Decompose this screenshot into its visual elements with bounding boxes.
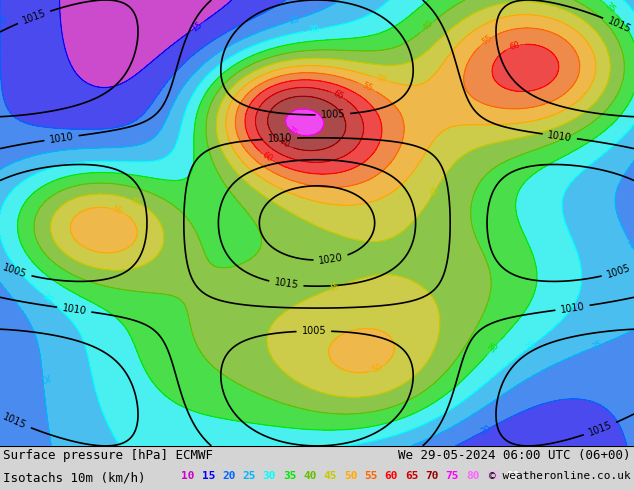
Text: 75: 75 bbox=[446, 471, 459, 482]
Text: 50: 50 bbox=[344, 471, 358, 482]
Text: 25: 25 bbox=[242, 471, 256, 482]
Text: 90: 90 bbox=[507, 471, 520, 482]
Text: 50: 50 bbox=[375, 73, 387, 85]
Text: 1015: 1015 bbox=[21, 8, 47, 26]
Text: 30: 30 bbox=[307, 24, 320, 35]
Text: 15: 15 bbox=[202, 471, 215, 482]
Text: 70: 70 bbox=[277, 137, 291, 150]
Text: 20: 20 bbox=[479, 424, 493, 437]
Text: 55: 55 bbox=[360, 80, 373, 93]
Text: 20: 20 bbox=[0, 13, 4, 23]
Text: 25: 25 bbox=[591, 340, 604, 352]
Text: Isotachs 10m (km/h): Isotachs 10m (km/h) bbox=[3, 471, 146, 485]
Text: 15: 15 bbox=[190, 20, 204, 33]
Text: 1005: 1005 bbox=[1, 263, 28, 280]
Text: 20: 20 bbox=[222, 471, 235, 482]
Text: 30: 30 bbox=[262, 471, 276, 482]
Text: 1015: 1015 bbox=[606, 15, 633, 34]
Text: 1010: 1010 bbox=[268, 133, 292, 144]
Text: 1015: 1015 bbox=[587, 420, 613, 438]
Text: 1005: 1005 bbox=[605, 263, 631, 280]
Text: 1005: 1005 bbox=[302, 326, 326, 336]
Text: 60: 60 bbox=[260, 150, 274, 164]
Text: 45: 45 bbox=[323, 471, 337, 482]
Text: 65: 65 bbox=[405, 471, 418, 482]
Text: 40: 40 bbox=[303, 471, 317, 482]
Text: 50: 50 bbox=[111, 204, 124, 216]
Text: 10: 10 bbox=[181, 471, 195, 482]
Text: 85: 85 bbox=[486, 471, 500, 482]
Text: 75: 75 bbox=[286, 125, 299, 138]
Text: 1010: 1010 bbox=[547, 130, 573, 143]
Text: 1015: 1015 bbox=[273, 277, 299, 291]
Text: 50: 50 bbox=[371, 363, 384, 375]
Text: 40: 40 bbox=[422, 19, 435, 33]
Text: 55: 55 bbox=[365, 471, 378, 482]
Text: 30: 30 bbox=[40, 292, 54, 305]
Text: 35: 35 bbox=[283, 471, 297, 482]
Text: 80: 80 bbox=[466, 471, 479, 482]
Text: 65: 65 bbox=[332, 89, 346, 102]
Text: 30: 30 bbox=[524, 339, 538, 353]
Text: 60: 60 bbox=[385, 471, 398, 482]
Text: 1010: 1010 bbox=[61, 303, 87, 316]
Text: 35: 35 bbox=[487, 340, 501, 354]
Text: 25: 25 bbox=[625, 238, 634, 251]
Text: © weatheronline.co.uk: © weatheronline.co.uk bbox=[489, 471, 631, 482]
Text: 35: 35 bbox=[602, 0, 616, 14]
Text: 25: 25 bbox=[288, 14, 301, 25]
Text: 70: 70 bbox=[425, 471, 439, 482]
Text: 55: 55 bbox=[481, 33, 494, 47]
Text: 45: 45 bbox=[129, 196, 143, 208]
Text: 45: 45 bbox=[328, 281, 342, 294]
Text: 1005: 1005 bbox=[320, 109, 346, 120]
Text: We 29-05-2024 06:00 UTC (06+00): We 29-05-2024 06:00 UTC (06+00) bbox=[398, 449, 631, 463]
Text: 60: 60 bbox=[508, 40, 521, 52]
Text: 1020: 1020 bbox=[318, 252, 344, 266]
Text: Surface pressure [hPa] ECMWF: Surface pressure [hPa] ECMWF bbox=[3, 449, 213, 463]
Text: 25: 25 bbox=[38, 373, 48, 385]
Text: 1010: 1010 bbox=[49, 131, 74, 145]
Text: 1010: 1010 bbox=[560, 301, 585, 315]
Text: 1015: 1015 bbox=[1, 412, 28, 431]
Text: 45: 45 bbox=[429, 184, 442, 198]
